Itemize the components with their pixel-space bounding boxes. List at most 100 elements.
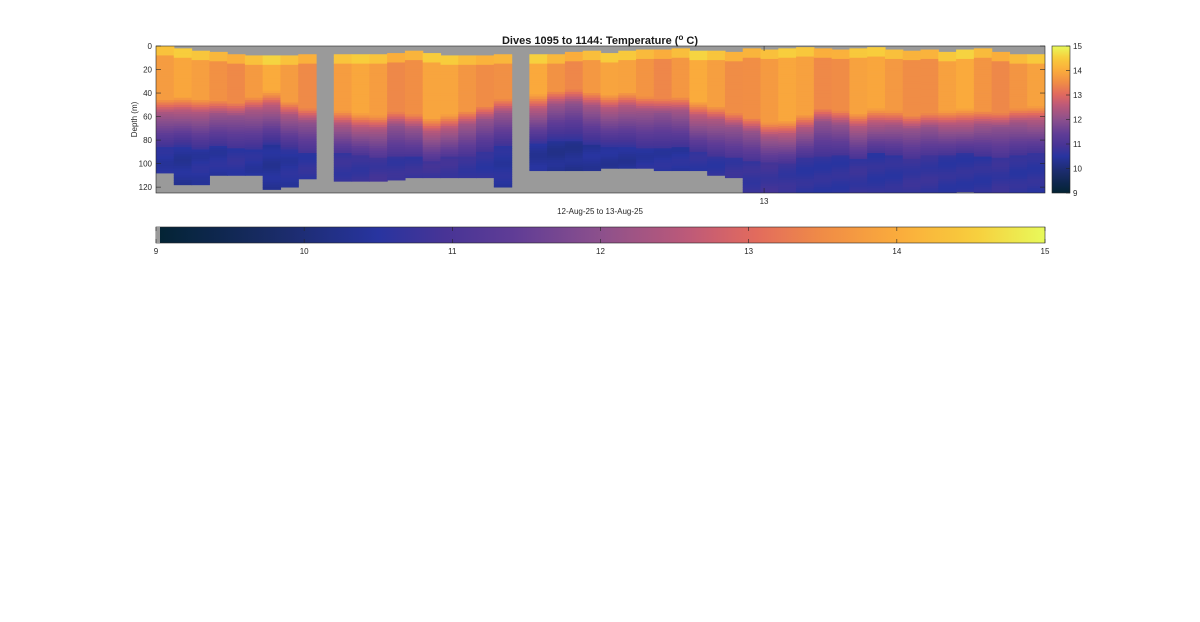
y-tick-label: 100	[139, 160, 153, 169]
cell	[564, 136, 584, 140]
cell	[1027, 98, 1045, 102]
cell	[529, 160, 548, 163]
cell	[938, 134, 957, 137]
cell	[653, 162, 673, 166]
cell	[280, 121, 299, 125]
cell	[742, 48, 762, 52]
cell	[600, 93, 619, 96]
cell	[707, 95, 726, 99]
cell	[778, 95, 797, 99]
cell	[351, 153, 370, 156]
cell	[956, 101, 975, 105]
cell	[902, 62, 922, 66]
cell	[1027, 160, 1045, 163]
cell	[991, 91, 1011, 95]
cell	[831, 148, 851, 152]
cell	[404, 111, 424, 115]
cell	[636, 138, 655, 142]
cell	[778, 109, 797, 113]
cell	[351, 148, 370, 152]
cell	[476, 118, 495, 122]
cell	[760, 181, 779, 184]
cell	[298, 176, 317, 180]
cell	[689, 74, 708, 77]
cell	[689, 118, 708, 122]
cell	[956, 77, 975, 81]
cell	[884, 143, 904, 147]
cell	[653, 82, 673, 86]
cell	[547, 157, 566, 161]
cell	[920, 51, 939, 55]
cell	[422, 76, 442, 80]
cell	[956, 138, 975, 142]
cell	[333, 54, 353, 57]
cell	[173, 161, 193, 164]
cell	[618, 71, 637, 75]
cell	[813, 100, 833, 103]
cell	[333, 96, 353, 100]
cell	[778, 182, 797, 186]
cell	[991, 185, 1011, 189]
cell	[760, 183, 779, 187]
cell	[351, 176, 370, 180]
cell	[707, 69, 726, 73]
cell	[298, 150, 317, 154]
cell	[173, 170, 193, 174]
cell	[458, 149, 477, 153]
cell	[369, 63, 388, 67]
cell	[813, 111, 833, 115]
cell	[209, 103, 228, 107]
cell	[671, 158, 690, 162]
cell	[1027, 169, 1045, 173]
cell	[813, 175, 833, 179]
cell	[493, 110, 513, 114]
cell	[920, 162, 939, 166]
cell	[938, 103, 957, 107]
cell	[262, 144, 282, 148]
cell	[351, 91, 370, 95]
cell	[262, 97, 282, 101]
cell	[724, 51, 744, 55]
cell	[1027, 122, 1045, 126]
cell	[351, 145, 370, 149]
cell	[440, 123, 459, 127]
cell	[564, 105, 584, 109]
cell	[1027, 113, 1045, 116]
cell	[760, 96, 779, 100]
cell	[724, 150, 744, 154]
cell	[707, 173, 726, 176]
cell	[209, 101, 228, 105]
cell	[173, 163, 193, 167]
cell	[938, 150, 957, 154]
cell	[422, 125, 442, 129]
cell	[1009, 153, 1028, 156]
cell	[902, 147, 922, 150]
cell	[227, 164, 246, 168]
cell	[476, 109, 495, 113]
cell	[973, 100, 993, 103]
cell	[333, 169, 353, 173]
cell	[404, 85, 424, 89]
cell	[476, 107, 495, 110]
cell	[671, 133, 690, 136]
cell	[387, 121, 406, 125]
cell	[156, 156, 175, 160]
cell	[991, 117, 1011, 121]
cell	[191, 161, 210, 164]
cell	[938, 63, 957, 67]
cell	[778, 149, 797, 153]
cell	[547, 136, 566, 140]
cell	[564, 134, 584, 137]
cell	[653, 148, 673, 152]
cell	[636, 91, 655, 95]
cell	[493, 98, 513, 102]
cell	[938, 96, 957, 100]
cell	[902, 165, 922, 169]
cell	[920, 183, 939, 187]
cell	[422, 88, 442, 92]
cell	[582, 111, 602, 115]
cell	[973, 128, 993, 132]
cell	[191, 55, 210, 59]
cell	[831, 150, 851, 154]
